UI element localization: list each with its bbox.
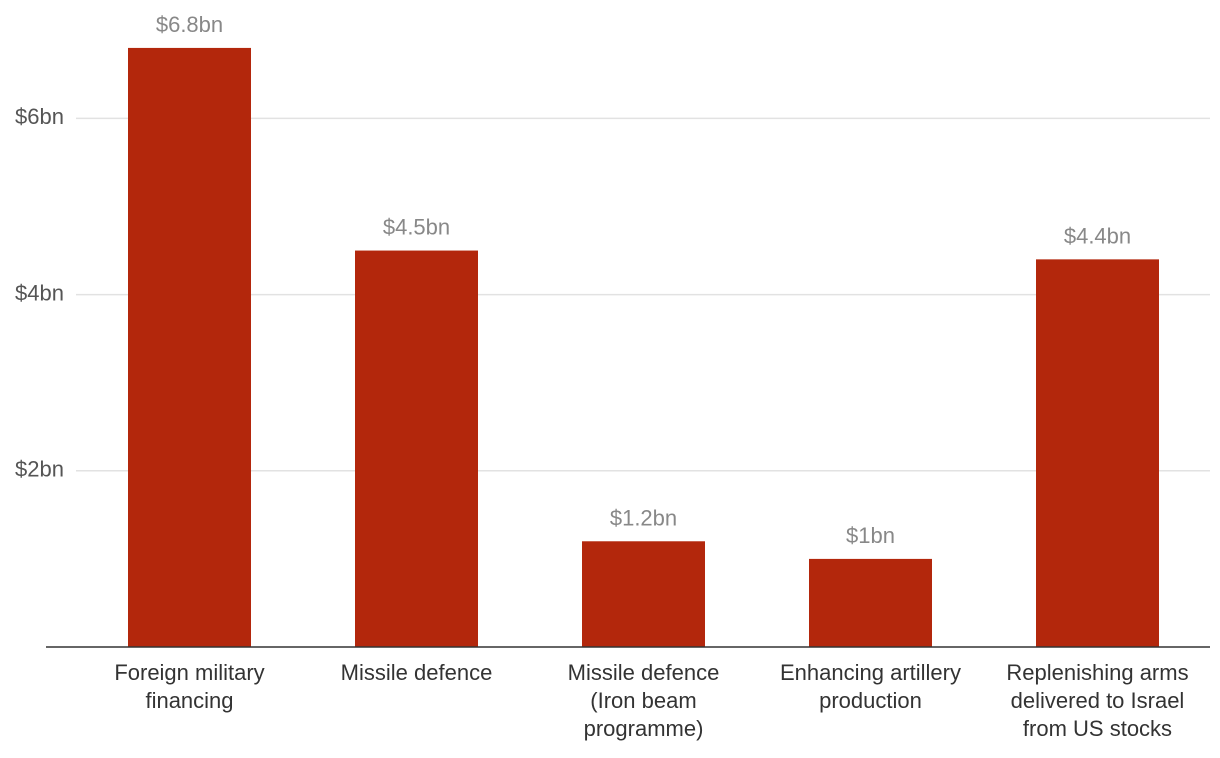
gridlines [76, 117, 1210, 472]
category-label: programme) [584, 716, 704, 741]
category-label: delivered to Israel [1011, 688, 1185, 713]
bar [1036, 259, 1159, 647]
value-label: $1bn [846, 523, 895, 548]
category-label: Replenishing arms [1006, 660, 1188, 685]
value-labels: $6.8bn $4.5bn $1.2bn $1bn $4.4bn [156, 12, 1131, 548]
category-label: production [819, 688, 922, 713]
bar [582, 541, 705, 647]
bars [128, 47, 1159, 648]
category-label: Missile defence [341, 660, 493, 685]
y-axis-tick-labels: $2bn $4bn $6bn [15, 104, 64, 481]
y-tick-label: $6bn [15, 104, 64, 129]
value-label: $4.5bn [383, 215, 450, 240]
bar [809, 558, 932, 647]
category-label: financing [145, 688, 233, 713]
value-label: $4.4bn [1064, 223, 1131, 248]
bar [355, 250, 478, 648]
category-label: Missile defence [568, 660, 720, 685]
x-axis-category-labels: Foreign military financing Missile defence… [114, 660, 1188, 741]
category-label: Enhancing artillery [780, 660, 961, 685]
value-label: $6.8bn [156, 12, 223, 37]
category-label: Foreign military [114, 660, 264, 685]
y-tick-label: $4bn [15, 280, 64, 305]
category-label: (Iron beam [590, 688, 696, 713]
y-tick-label: $2bn [15, 457, 64, 482]
value-label: $1.2bn [610, 505, 677, 530]
category-label: from US stocks [1023, 716, 1172, 741]
bar [128, 47, 251, 648]
